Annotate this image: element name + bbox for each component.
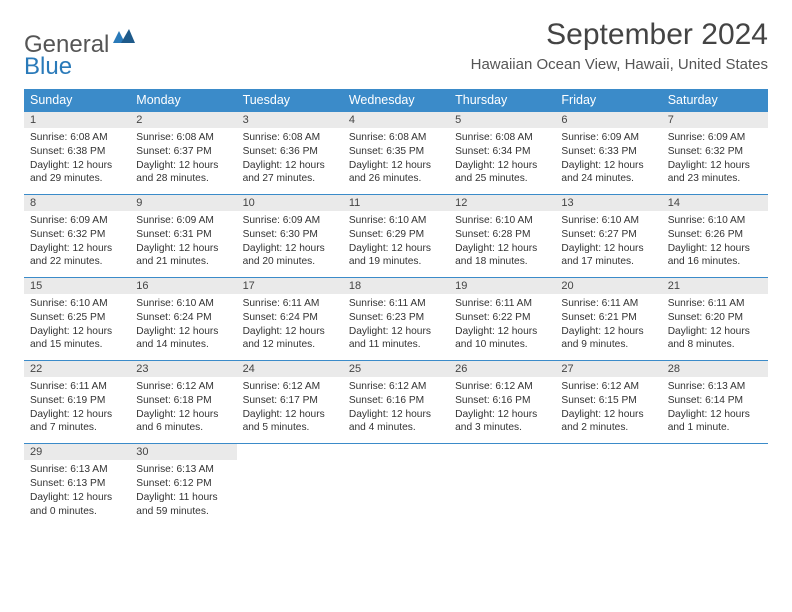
empty-cell: [449, 460, 555, 526]
day-cell: Sunrise: 6:08 AMSunset: 6:34 PMDaylight:…: [449, 128, 555, 194]
empty-cell: [662, 460, 768, 526]
day-number: 7: [662, 112, 768, 128]
day-cell: Sunrise: 6:09 AMSunset: 6:31 PMDaylight:…: [130, 211, 236, 277]
day-cell: Sunrise: 6:13 AMSunset: 6:12 PMDaylight:…: [130, 460, 236, 526]
week-row: 22232425262728 Sunrise: 6:11 AMSunset: 6:…: [24, 360, 768, 443]
day-number: 19: [449, 278, 555, 294]
day-cell: Sunrise: 6:11 AMSunset: 6:20 PMDaylight:…: [662, 294, 768, 360]
week-row: 891011121314 Sunrise: 6:09 AMSunset: 6:32…: [24, 194, 768, 277]
day-number: 20: [555, 278, 661, 294]
day-cell: Sunrise: 6:12 AMSunset: 6:17 PMDaylight:…: [237, 377, 343, 443]
weekday-header: Thursday: [449, 89, 555, 111]
day-cell: Sunrise: 6:11 AMSunset: 6:21 PMDaylight:…: [555, 294, 661, 360]
day-cell: Sunrise: 6:10 AMSunset: 6:26 PMDaylight:…: [662, 211, 768, 277]
weekday-header: Monday: [130, 89, 236, 111]
day-number: 24: [237, 361, 343, 377]
empty-cell: [449, 444, 555, 460]
week-row: 1234567 Sunrise: 6:08 AMSunset: 6:38 PMDa…: [24, 111, 768, 194]
empty-cell: [343, 460, 449, 526]
flag-icon: [113, 24, 135, 52]
weekday-header-row: SundayMondayTuesdayWednesdayThursdayFrid…: [24, 89, 768, 111]
day-number: 11: [343, 195, 449, 211]
empty-cell: [555, 460, 661, 526]
day-number: 13: [555, 195, 661, 211]
weekday-header: Sunday: [24, 89, 130, 111]
calendar: SundayMondayTuesdayWednesdayThursdayFrid…: [24, 89, 768, 526]
day-number: 6: [555, 112, 661, 128]
weekday-header: Saturday: [662, 89, 768, 111]
weekday-header: Friday: [555, 89, 661, 111]
day-cell: Sunrise: 6:11 AMSunset: 6:22 PMDaylight:…: [449, 294, 555, 360]
empty-cell: [555, 444, 661, 460]
brand-part2: Blue: [24, 53, 72, 81]
day-number: 23: [130, 361, 236, 377]
day-cell: Sunrise: 6:10 AMSunset: 6:24 PMDaylight:…: [130, 294, 236, 360]
location: Hawaiian Ocean View, Hawaii, United Stat…: [471, 56, 768, 73]
day-cell: Sunrise: 6:08 AMSunset: 6:37 PMDaylight:…: [130, 128, 236, 194]
day-cell: Sunrise: 6:12 AMSunset: 6:15 PMDaylight:…: [555, 377, 661, 443]
day-number: 8: [24, 195, 130, 211]
day-cell: Sunrise: 6:10 AMSunset: 6:28 PMDaylight:…: [449, 211, 555, 277]
month-title: September 2024: [471, 18, 768, 52]
day-cell: Sunrise: 6:11 AMSunset: 6:19 PMDaylight:…: [24, 377, 130, 443]
day-cell: Sunrise: 6:08 AMSunset: 6:35 PMDaylight:…: [343, 128, 449, 194]
empty-cell: [237, 444, 343, 460]
day-cell: Sunrise: 6:11 AMSunset: 6:24 PMDaylight:…: [237, 294, 343, 360]
empty-cell: [343, 444, 449, 460]
day-number: 18: [343, 278, 449, 294]
day-number: 25: [343, 361, 449, 377]
day-cell: Sunrise: 6:12 AMSunset: 6:18 PMDaylight:…: [130, 377, 236, 443]
day-cell: Sunrise: 6:08 AMSunset: 6:38 PMDaylight:…: [24, 128, 130, 194]
day-number: 21: [662, 278, 768, 294]
day-cell: Sunrise: 6:10 AMSunset: 6:29 PMDaylight:…: [343, 211, 449, 277]
day-number: 26: [449, 361, 555, 377]
day-cell: Sunrise: 6:10 AMSunset: 6:27 PMDaylight:…: [555, 211, 661, 277]
week-row: 15161718192021 Sunrise: 6:10 AMSunset: 6:…: [24, 277, 768, 360]
day-cell: Sunrise: 6:09 AMSunset: 6:32 PMDaylight:…: [662, 128, 768, 194]
day-number: 10: [237, 195, 343, 211]
day-number: 4: [343, 112, 449, 128]
weekday-header: Tuesday: [237, 89, 343, 111]
day-cell: Sunrise: 6:09 AMSunset: 6:30 PMDaylight:…: [237, 211, 343, 277]
day-cell: Sunrise: 6:11 AMSunset: 6:23 PMDaylight:…: [343, 294, 449, 360]
day-cell: Sunrise: 6:12 AMSunset: 6:16 PMDaylight:…: [343, 377, 449, 443]
day-cell: Sunrise: 6:10 AMSunset: 6:25 PMDaylight:…: [24, 294, 130, 360]
day-number: 12: [449, 195, 555, 211]
day-cell: Sunrise: 6:13 AMSunset: 6:13 PMDaylight:…: [24, 460, 130, 526]
day-number: 2: [130, 112, 236, 128]
day-cell: Sunrise: 6:13 AMSunset: 6:14 PMDaylight:…: [662, 377, 768, 443]
day-number: 28: [662, 361, 768, 377]
day-number: 3: [237, 112, 343, 128]
empty-cell: [237, 460, 343, 526]
day-number: 15: [24, 278, 130, 294]
day-number: 22: [24, 361, 130, 377]
title-block: September 2024 Hawaiian Ocean View, Hawa…: [471, 18, 768, 73]
day-cell: Sunrise: 6:09 AMSunset: 6:32 PMDaylight:…: [24, 211, 130, 277]
day-cell: Sunrise: 6:12 AMSunset: 6:16 PMDaylight:…: [449, 377, 555, 443]
day-number: 1: [24, 112, 130, 128]
day-number: 30: [130, 444, 236, 460]
day-number: 17: [237, 278, 343, 294]
day-number: 29: [24, 444, 130, 460]
empty-cell: [662, 444, 768, 460]
day-cell: Sunrise: 6:08 AMSunset: 6:36 PMDaylight:…: [237, 128, 343, 194]
day-cell: Sunrise: 6:09 AMSunset: 6:33 PMDaylight:…: [555, 128, 661, 194]
day-number: 16: [130, 278, 236, 294]
day-number: 27: [555, 361, 661, 377]
day-number: 9: [130, 195, 236, 211]
weekday-header: Wednesday: [343, 89, 449, 111]
day-number: 5: [449, 112, 555, 128]
day-number: 14: [662, 195, 768, 211]
week-row: 2930Sunrise: 6:13 AMSunset: 6:13 PMDayli…: [24, 443, 768, 526]
